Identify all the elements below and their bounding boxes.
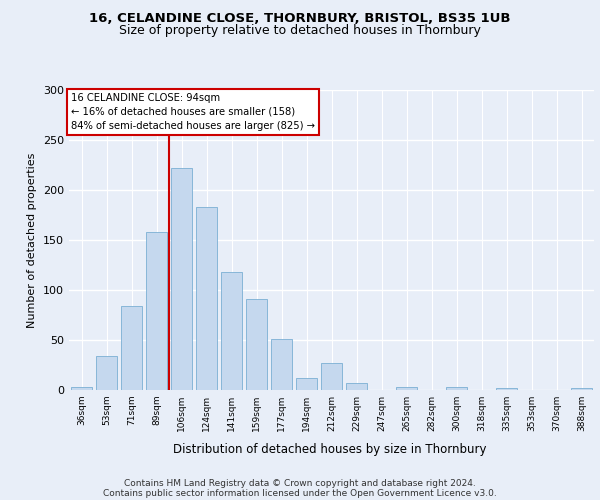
Bar	[221, 272, 242, 390]
Text: 16 CELANDINE CLOSE: 94sqm
← 16% of detached houses are smaller (158)
84% of semi: 16 CELANDINE CLOSE: 94sqm ← 16% of detac…	[71, 93, 315, 131]
Bar	[171, 168, 192, 390]
Bar	[71, 387, 92, 390]
Text: 16, CELANDINE CLOSE, THORNBURY, BRISTOL, BS35 1UB: 16, CELANDINE CLOSE, THORNBURY, BRISTOL,…	[89, 12, 511, 26]
Bar	[271, 339, 292, 390]
Text: Size of property relative to detached houses in Thornbury: Size of property relative to detached ho…	[119, 24, 481, 37]
Bar	[321, 363, 342, 390]
Bar	[346, 383, 367, 390]
Bar	[96, 356, 117, 390]
Text: Contains public sector information licensed under the Open Government Licence v3: Contains public sector information licen…	[103, 489, 497, 498]
Bar	[121, 306, 142, 390]
Bar	[246, 299, 267, 390]
Text: Distribution of detached houses by size in Thornbury: Distribution of detached houses by size …	[173, 442, 487, 456]
Y-axis label: Number of detached properties: Number of detached properties	[28, 152, 37, 328]
Bar	[446, 387, 467, 390]
Bar	[146, 232, 167, 390]
Bar	[296, 378, 317, 390]
Bar	[196, 207, 217, 390]
Bar	[396, 387, 417, 390]
Bar	[571, 388, 592, 390]
Bar	[496, 388, 517, 390]
Text: Contains HM Land Registry data © Crown copyright and database right 2024.: Contains HM Land Registry data © Crown c…	[124, 479, 476, 488]
